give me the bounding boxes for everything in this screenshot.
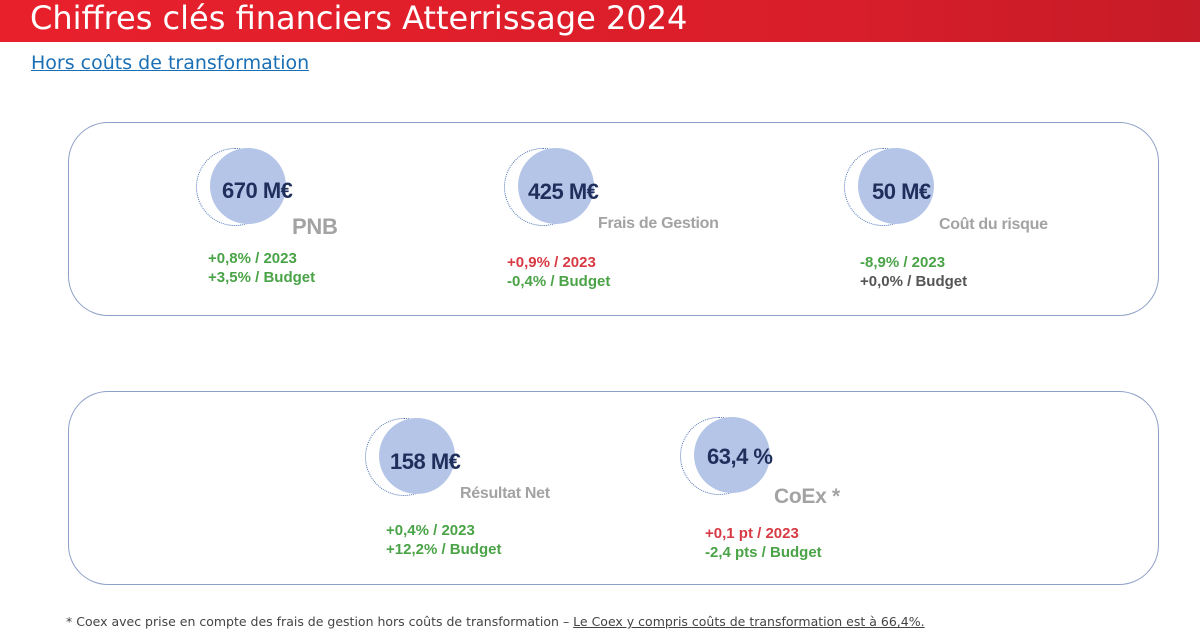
kpi-label: PNB xyxy=(292,214,338,239)
kpi-value: 63,4 % xyxy=(707,444,773,469)
kpi-variation-2023: +0,1 pt / 2023 xyxy=(705,525,799,542)
kpi-circle xyxy=(504,148,594,228)
kpi-variation-budget: +12,2% / Budget xyxy=(386,541,502,558)
kpi-value: 670 M€ xyxy=(222,178,293,203)
kpi-variation-2023: +0,8% / 2023 xyxy=(208,250,297,267)
page-title: Chiffres clés financiers Atterrissage 20… xyxy=(30,0,688,37)
title-bar: Chiffres clés financiers Atterrissage 20… xyxy=(0,0,1200,42)
kpi-circle xyxy=(365,418,455,498)
kpi-variation-2023: +0,9% / 2023 xyxy=(507,254,596,271)
kpi-variation-budget: -2,4 pts / Budget xyxy=(705,544,822,561)
kpi-variation-budget: +0,0% / Budget xyxy=(860,273,968,290)
kpi-circle-disc xyxy=(379,418,455,494)
kpi-circle-disc xyxy=(210,148,286,224)
kpi-label: Résultat Net xyxy=(460,485,550,502)
kpi-circle-disc xyxy=(858,148,934,224)
kpi-circle xyxy=(196,148,286,228)
kpi-value: 158 M€ xyxy=(390,449,461,474)
kpi-value: 50 M€ xyxy=(872,179,931,204)
kpi-circle-disc xyxy=(694,417,770,493)
kpi-variation-2023: +0,4% / 2023 xyxy=(386,522,475,539)
kpi-variation-2023: -8,9% / 2023 xyxy=(860,254,946,271)
kpi-panel-bottom xyxy=(68,391,1159,585)
kpi-label: Coût du risque xyxy=(939,216,1048,233)
footnote-underlined: Le Coex y compris coûts de transformatio… xyxy=(573,614,925,629)
kpi-label: Frais de Gestion xyxy=(598,215,719,232)
footnote-text: * Coex avec prise en compte des frais de… xyxy=(66,614,574,629)
footnote: * Coex avec prise en compte des frais de… xyxy=(66,614,925,629)
kpi-circle-disc xyxy=(518,148,594,224)
kpi-variation-budget: -0,4% / Budget xyxy=(507,273,611,290)
page-subtitle: Hors coûts de transformation xyxy=(31,52,310,74)
kpi-value: 425 M€ xyxy=(528,179,599,204)
kpi-circle xyxy=(680,417,770,497)
kpi-label: CoEx * xyxy=(774,485,840,508)
kpi-circle xyxy=(844,148,934,228)
kpi-variation-budget: +3,5% / Budget xyxy=(208,269,316,286)
